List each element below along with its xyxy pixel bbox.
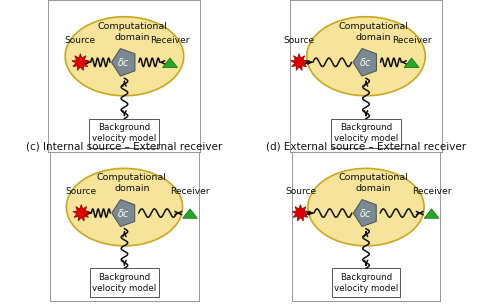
Ellipse shape bbox=[65, 17, 183, 96]
Text: Computational
domain: Computational domain bbox=[97, 173, 167, 193]
Text: Computational
domain: Computational domain bbox=[339, 22, 408, 42]
Polygon shape bbox=[112, 200, 135, 226]
Text: Background
velocity model: Background velocity model bbox=[92, 273, 157, 293]
Text: Background
velocity model: Background velocity model bbox=[334, 273, 398, 293]
Polygon shape bbox=[72, 54, 89, 71]
Text: Background
velocity model: Background velocity model bbox=[92, 123, 157, 143]
Polygon shape bbox=[353, 200, 376, 226]
FancyBboxPatch shape bbox=[331, 119, 401, 148]
Text: Background
velocity model: Background velocity model bbox=[334, 123, 398, 143]
Polygon shape bbox=[73, 205, 90, 221]
Polygon shape bbox=[292, 205, 309, 221]
Text: Computational
domain: Computational domain bbox=[97, 22, 167, 42]
Text: $\delta c$: $\delta c$ bbox=[117, 207, 130, 219]
Text: Source: Source bbox=[284, 36, 315, 45]
Title: (c) Internal source – External receiver: (c) Internal source – External receiver bbox=[26, 141, 223, 151]
FancyBboxPatch shape bbox=[332, 268, 400, 297]
Polygon shape bbox=[424, 209, 439, 218]
Polygon shape bbox=[353, 49, 376, 76]
Polygon shape bbox=[112, 49, 135, 76]
Text: Receiver: Receiver bbox=[150, 36, 190, 45]
Text: Source: Source bbox=[65, 36, 96, 45]
Polygon shape bbox=[163, 58, 178, 67]
Text: Source: Source bbox=[285, 187, 316, 196]
Text: Receiver: Receiver bbox=[412, 187, 451, 196]
Ellipse shape bbox=[308, 168, 424, 246]
Text: $\delta c$: $\delta c$ bbox=[117, 56, 130, 68]
Text: $\delta c$: $\delta c$ bbox=[359, 207, 372, 219]
Polygon shape bbox=[290, 54, 307, 71]
Text: Receiver: Receiver bbox=[170, 187, 210, 196]
Title: (d) External source – External receiver: (d) External source – External receiver bbox=[266, 141, 466, 151]
Polygon shape bbox=[183, 209, 197, 218]
Text: $\delta c$: $\delta c$ bbox=[359, 56, 372, 68]
Polygon shape bbox=[404, 58, 419, 67]
FancyBboxPatch shape bbox=[90, 268, 159, 297]
FancyBboxPatch shape bbox=[89, 119, 160, 148]
Ellipse shape bbox=[307, 17, 425, 96]
Text: Receiver: Receiver bbox=[392, 36, 431, 45]
Ellipse shape bbox=[66, 168, 183, 246]
Text: Computational
domain: Computational domain bbox=[339, 173, 408, 193]
Text: Source: Source bbox=[66, 187, 97, 196]
